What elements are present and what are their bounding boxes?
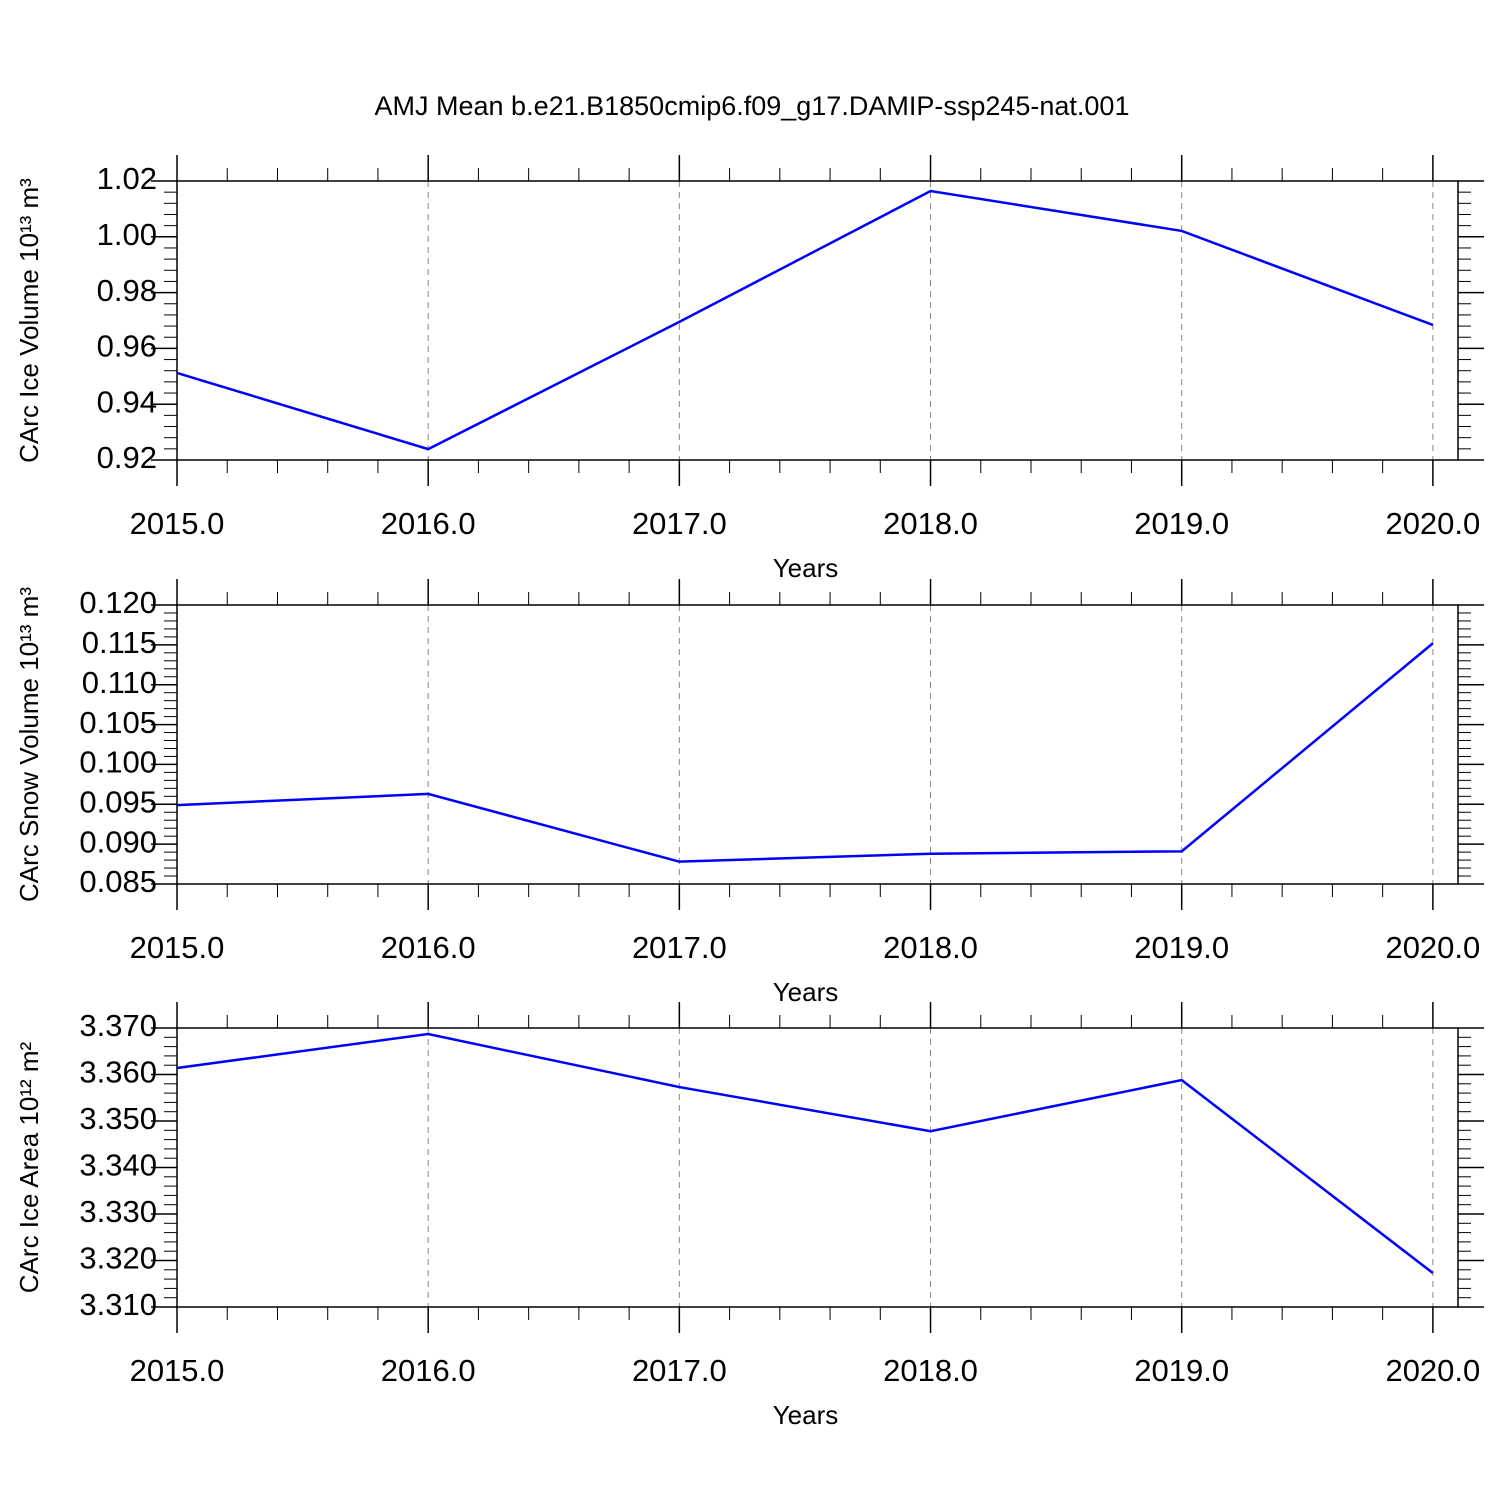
x-tick-label: 2020.0 — [1385, 506, 1480, 541]
y-axis-label: CArc Ice Area 10¹² m² — [14, 1041, 44, 1293]
y-axis-label: CArc Ice Volume 10¹³ m³ — [14, 178, 44, 463]
x-tick-label: 2019.0 — [1134, 1353, 1229, 1388]
x-tick-label: 2015.0 — [130, 506, 225, 541]
x-tick-label: 2019.0 — [1134, 930, 1229, 965]
x-tick-label: 2017.0 — [632, 1353, 727, 1388]
plot-frame — [176, 180, 1459, 461]
y-tick-label: 0.96 — [97, 329, 157, 364]
line — [176, 189, 1434, 451]
x-tick-label: 2018.0 — [883, 506, 978, 541]
x-axis-label: Years — [773, 977, 839, 1007]
line — [176, 642, 1434, 863]
x-tick-label: 2017.0 — [632, 506, 727, 541]
x-tick-label: 2016.0 — [381, 506, 476, 541]
y-tick-label: 0.090 — [79, 824, 157, 859]
x-tick-label: 2018.0 — [883, 1353, 978, 1388]
y-tick-label: 0.115 — [82, 625, 157, 660]
y-tick-label: 0.98 — [97, 273, 157, 308]
x-tick-label: 2016.0 — [381, 1353, 476, 1388]
y-tick-label: 0.100 — [79, 745, 157, 780]
y-tick-label: 0.085 — [79, 864, 157, 899]
y-tick-label: 1.02 — [97, 161, 157, 196]
y-tick-label: 3.320 — [79, 1241, 157, 1276]
x-tick-label: 2017.0 — [632, 930, 727, 965]
y-tick-label: 0.94 — [97, 384, 157, 419]
chart-title: AMJ Mean b.e21.B1850cmip6.f09_g17.DAMIP-… — [375, 91, 1130, 121]
x-tick-label: 2016.0 — [381, 930, 476, 965]
plot-frame — [176, 604, 1459, 885]
x-tick-label: 2018.0 — [883, 930, 978, 965]
y-tick-label: 0.92 — [97, 440, 157, 475]
x-axis-label: Years — [773, 553, 839, 583]
x-axis-label: Years — [773, 1400, 839, 1430]
plot-frame — [176, 1027, 1459, 1308]
line — [176, 1032, 1434, 1275]
y-tick-label: 0.110 — [82, 665, 157, 700]
y-axis-label: CArc Snow Volume 10¹³ m³ — [14, 587, 44, 902]
x-tick-label: 2015.0 — [130, 930, 225, 965]
y-tick-label: 1.00 — [97, 217, 157, 252]
y-tick-label: 3.310 — [79, 1287, 157, 1322]
x-tick-label: 2020.0 — [1385, 930, 1480, 965]
y-tick-label: 3.370 — [79, 1008, 157, 1043]
y-tick-label: 0.095 — [79, 784, 157, 819]
x-tick-label: 2020.0 — [1385, 1353, 1480, 1388]
y-tick-label: 3.360 — [79, 1055, 157, 1090]
x-tick-label: 2019.0 — [1134, 506, 1229, 541]
y-tick-label: 3.350 — [79, 1101, 157, 1136]
y-tick-label: 3.340 — [79, 1148, 157, 1183]
x-tick-label: 2015.0 — [130, 1353, 225, 1388]
y-tick-label: 0.120 — [79, 585, 157, 620]
y-tick-label: 0.105 — [79, 705, 157, 740]
y-tick-label: 3.330 — [79, 1194, 157, 1229]
